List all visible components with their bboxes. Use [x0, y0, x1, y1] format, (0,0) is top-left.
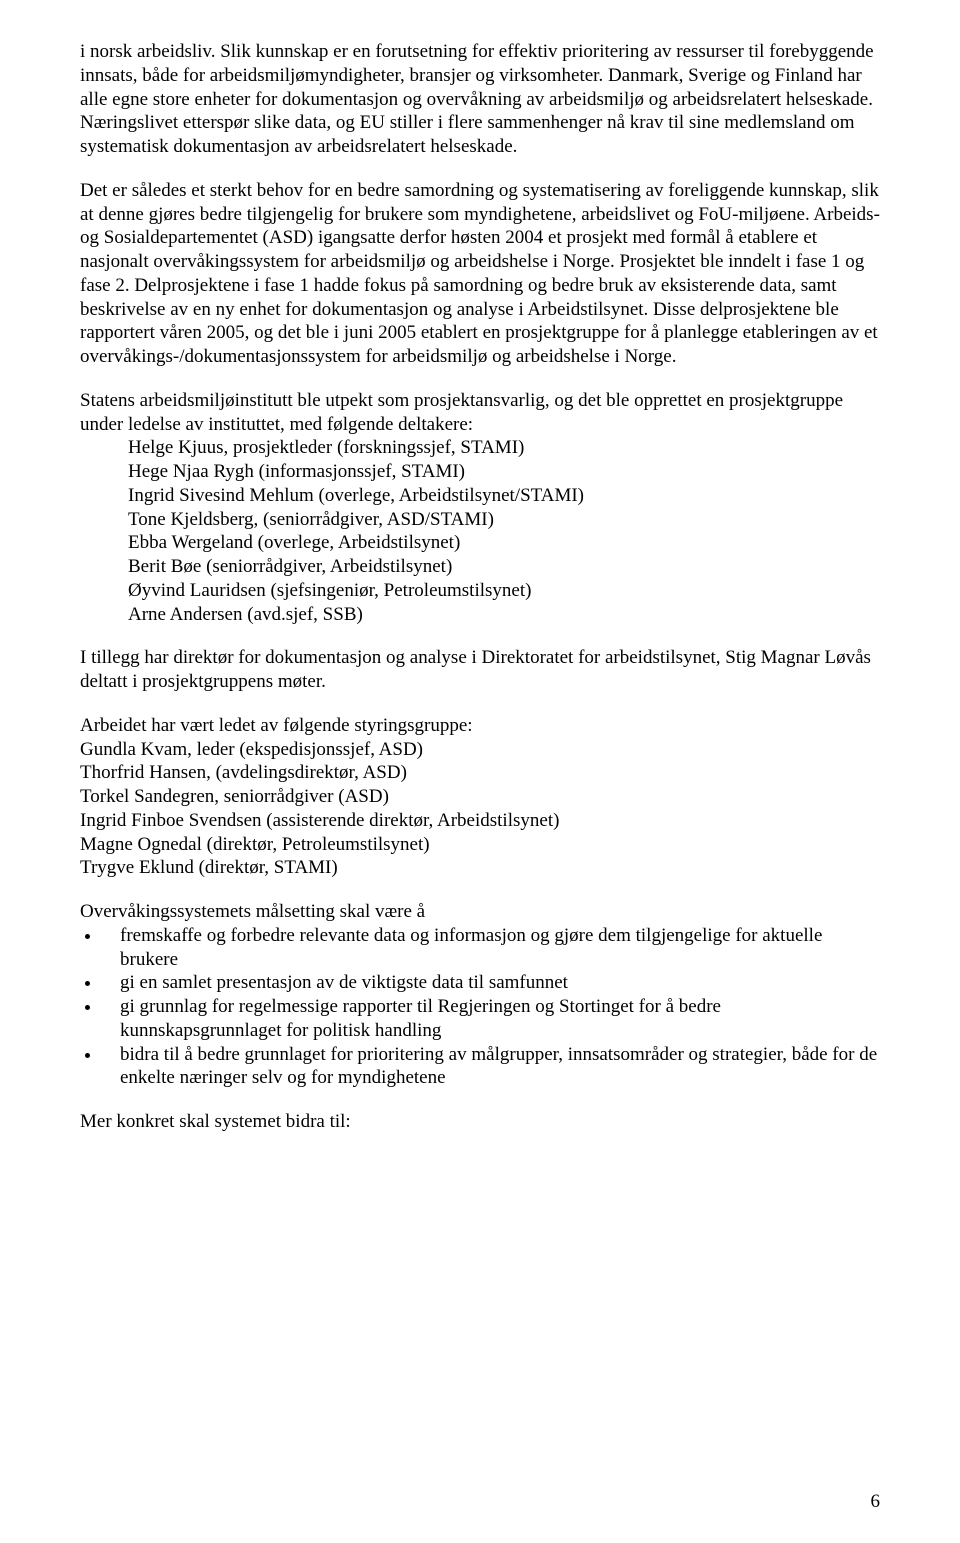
- list-item: gi grunnlag for regelmessige rapporter t…: [102, 995, 880, 1043]
- steering-group-intro: Arbeidet har vært ledet av følgende styr…: [80, 714, 880, 738]
- list-item: Arne Andersen (avd.sjef, SSB): [80, 603, 880, 627]
- list-item: Berit Bøe (seniorrådgiver, Arbeidstilsyn…: [80, 555, 880, 579]
- objectives-list: fremskaffe og forbedre relevante data og…: [80, 924, 880, 1090]
- project-group-intro: Statens arbeidsmiljøinstitutt ble utpekt…: [80, 389, 880, 437]
- objectives-section: Overvåkingssystemets målsetting skal vær…: [80, 900, 880, 1090]
- paragraph-4: I tillegg har direktør for dokumentasjon…: [80, 646, 880, 694]
- list-item: Øyvind Lauridsen (sjefsingeniør, Petrole…: [80, 579, 880, 603]
- list-item: Helge Kjuus, prosjektleder (forskningssj…: [80, 436, 880, 460]
- list-item: Hege Njaa Rygh (informasjonssjef, STAMI): [80, 460, 880, 484]
- list-item: Torkel Sandegren, seniorrådgiver (ASD): [80, 785, 880, 809]
- page-number: 6: [871, 1491, 881, 1513]
- list-item: fremskaffe og forbedre relevante data og…: [102, 924, 880, 972]
- steering-group-section: Arbeidet har vært ledet av følgende styr…: [80, 714, 880, 880]
- list-item: Thorfrid Hansen, (avdelingsdirektør, ASD…: [80, 761, 880, 785]
- list-item: Ingrid Sivesind Mehlum (overlege, Arbeid…: [80, 484, 880, 508]
- list-item: Tone Kjeldsberg, (seniorrådgiver, ASD/ST…: [80, 508, 880, 532]
- steering-group-list: Gundla Kvam, leder (ekspedisjonssjef, AS…: [80, 738, 880, 881]
- list-item: Trygve Eklund (direktør, STAMI): [80, 856, 880, 880]
- list-item: bidra til å bedre grunnlaget for priorit…: [102, 1043, 880, 1091]
- document-page: i norsk arbeidsliv. Slik kunnskap er en …: [0, 0, 960, 1543]
- paragraph-1: i norsk arbeidsliv. Slik kunnskap er en …: [80, 40, 880, 159]
- project-group-list: Helge Kjuus, prosjektleder (forskningssj…: [80, 436, 880, 626]
- list-item: Gundla Kvam, leder (ekspedisjonssjef, AS…: [80, 738, 880, 762]
- list-item: Ebba Wergeland (overlege, Arbeidstilsyne…: [80, 531, 880, 555]
- paragraph-2: Det er således et sterkt behov for en be…: [80, 179, 880, 369]
- paragraph-7: Mer konkret skal systemet bidra til:: [80, 1110, 880, 1134]
- list-item: Ingrid Finboe Svendsen (assisterende dir…: [80, 809, 880, 833]
- objectives-intro: Overvåkingssystemets målsetting skal vær…: [80, 900, 880, 924]
- project-group-section: Statens arbeidsmiljøinstitutt ble utpekt…: [80, 389, 880, 627]
- list-item: Magne Ognedal (direktør, Petroleumstilsy…: [80, 833, 880, 857]
- list-item: gi en samlet presentasjon av de viktigst…: [102, 971, 880, 995]
